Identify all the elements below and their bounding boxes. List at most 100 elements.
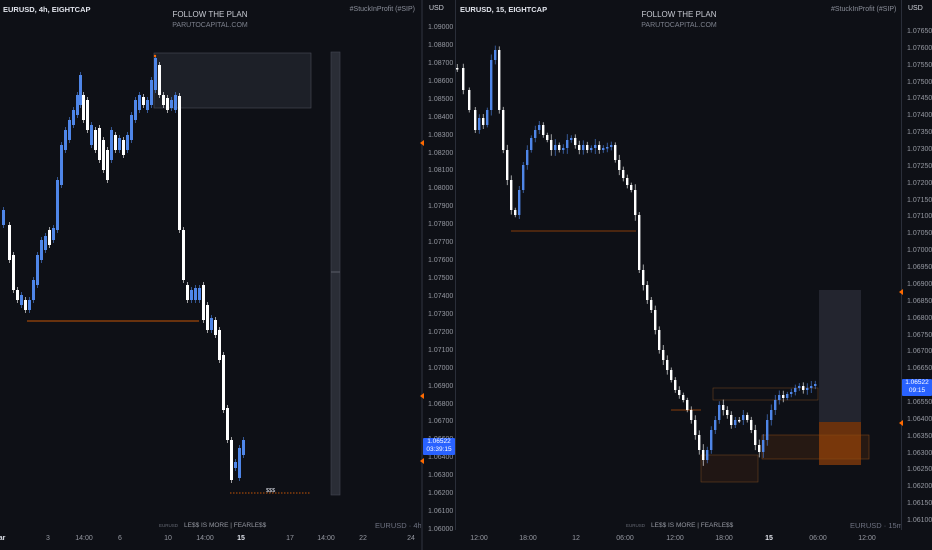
candle-body [562, 148, 565, 150]
candle-body [166, 98, 169, 110]
candle-body [142, 97, 145, 105]
candle-body [98, 128, 101, 160]
candle-body [194, 288, 197, 300]
candle-body [206, 305, 209, 330]
watermark-subtitle: PARUTOCAPITAL.COM [172, 22, 248, 29]
price-tick-label: 1.07500 [907, 78, 932, 86]
candle-body [122, 140, 125, 155]
candlestick-chart-4h[interactable] [0, 0, 422, 530]
candle-body [72, 110, 75, 125]
chart-pane-right[interactable]: USD 1.09000 1.08800 1.08700 1.08600 1.08500 1… [420, 0, 932, 550]
chart-pane-left[interactable]: EURUSD, 4h, EIGHTCAP FOLLOW THE PLAN PAR… [0, 0, 422, 550]
candle-body [766, 420, 769, 440]
time-tick-label: 12:00 [666, 535, 684, 542]
price-tick-label: 1.06200 [428, 490, 454, 498]
candle-body [718, 405, 721, 420]
price-marker-icon [420, 140, 424, 146]
footer-symbol-timeframe: EURUSD · 15m [850, 521, 903, 530]
price-tick-label: 1.07100 [907, 213, 932, 221]
candle-body [64, 130, 67, 150]
candle-body [546, 135, 549, 140]
price-tick-label: 1.08600 [428, 77, 454, 85]
candle-body [86, 100, 89, 130]
footer-motto: LE$$ IS MORE | FEARLE$$ [651, 522, 734, 529]
price-tick-label: 1.07400 [428, 292, 454, 300]
candle-body [710, 430, 713, 450]
time-tick-label: 12 [572, 535, 580, 542]
price-tick-label: 1.08000 [428, 185, 454, 193]
price-tick-label: 1.06900 [428, 382, 454, 390]
price-tick-label: 1.09000 [428, 24, 454, 31]
price-tick-label: 1.07100 [428, 346, 454, 354]
candle-body [650, 300, 653, 310]
price-tick-label: 1.06650 [907, 365, 932, 373]
symbol-label[interactable]: EURUSD, 15, EIGHTCAP [460, 5, 548, 14]
candle-body [486, 110, 489, 125]
candle-body [678, 390, 681, 395]
price-tick-label: 1.06800 [907, 314, 932, 322]
candle-body [638, 215, 641, 270]
candle-body [198, 288, 201, 300]
price-tick-label: 1.07700 [428, 239, 454, 247]
price-axis-right-chart[interactable]: USD 1.07650 1.07600 1.07550 1.07500 1.07450 1… [899, 0, 932, 530]
candle-body [578, 145, 581, 150]
candle-body [694, 420, 697, 435]
price-tick-label: 1.07800 [428, 221, 454, 229]
candle-body [674, 380, 677, 390]
time-tick-label: 22 [359, 535, 367, 542]
watermark-hashtag: #StuckInProfit (#SIP) [831, 6, 897, 13]
price-tick-label: 1.07300 [428, 310, 454, 318]
price-tick-label: 1.06200 [907, 483, 932, 491]
price-tick-label: 1.07200 [428, 328, 454, 336]
time-tick-label: 18:00 [519, 535, 537, 542]
time-tick-label: 12:00 [858, 535, 876, 542]
candle-body [40, 240, 43, 260]
candle-body [158, 65, 161, 95]
candle-body [582, 145, 585, 150]
candle-body [590, 148, 593, 150]
price-tick-label: 1.06100 [428, 508, 454, 516]
price-tick-label: 1.06700 [428, 418, 454, 426]
price-marker-icon [420, 393, 424, 399]
candle-body [810, 386, 813, 388]
candle-body [790, 392, 793, 394]
candle-body [618, 160, 621, 170]
range-box [712, 387, 819, 401]
target-zone-box [819, 290, 861, 422]
candle-body [802, 386, 805, 390]
current-price: 1.06522 [905, 379, 929, 386]
candle-body [494, 50, 497, 60]
candle-body [670, 370, 673, 380]
candle-body [182, 230, 185, 280]
candle-body [154, 58, 157, 90]
candle-body [126, 135, 129, 150]
candle-body [138, 95, 141, 110]
candle-body [666, 360, 669, 370]
pane-divider[interactable] [421, 0, 423, 550]
time-tick-label: 24 [407, 535, 415, 542]
candle-body [202, 285, 205, 320]
time-tick-label: 14:00 [75, 535, 93, 542]
candle-body [28, 300, 31, 310]
candle-body [662, 350, 665, 360]
price-marker-icon [420, 458, 424, 464]
candle-body [742, 415, 745, 420]
price-tick-label: 1.07000 [907, 247, 932, 255]
time-tick-label: 3 [46, 535, 50, 542]
candlestick-chart-15m[interactable] [456, 0, 932, 530]
candle-body [510, 180, 513, 210]
candle-body [594, 145, 597, 148]
candle-body [60, 145, 63, 185]
price-tick-label: 1.07600 [428, 257, 454, 265]
liquidity-label: $$$ [266, 488, 276, 494]
candle-body [478, 118, 481, 130]
candle-body [614, 145, 617, 160]
candle-body [806, 388, 809, 390]
candle-body [482, 118, 485, 125]
candle-body [726, 410, 729, 415]
price-axis-left-chart[interactable]: USD 1.09000 1.08800 1.08700 1.08600 1.08500 1… [420, 0, 456, 533]
symbol-label[interactable]: EURUSD, 4h, EIGHTCAP [3, 5, 91, 14]
time-tick-label: 06:00 [616, 535, 634, 542]
candle-body [734, 420, 737, 425]
candle-body [586, 145, 589, 150]
